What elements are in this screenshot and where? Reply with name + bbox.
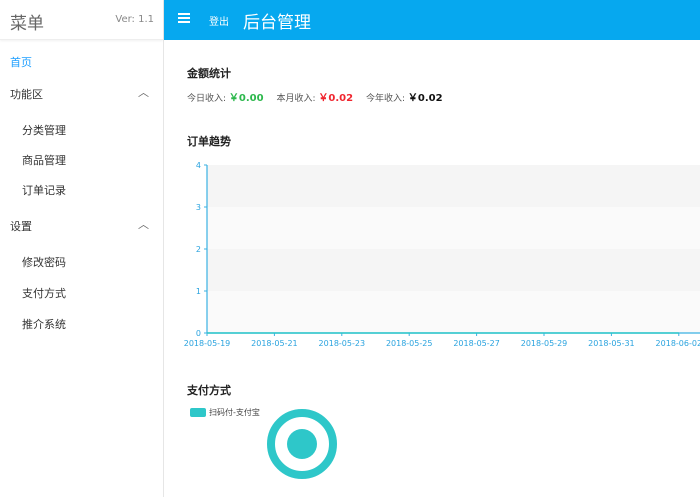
payment-method-title: 支付方式 (187, 384, 231, 397)
sidebar-title: 菜单 (10, 14, 44, 34)
chevron-up-icon[interactable]: ︿ (138, 218, 149, 231)
y-tick-label: 3 (196, 203, 201, 212)
stats-title: 金额统计 (187, 67, 231, 80)
sidebar: 菜单 Ver: 1.1 首页 功能区 ︿ 分类管理 商品管理 订单记录 设置 ︿… (0, 0, 164, 497)
grid-band (207, 165, 700, 207)
x-tick-label: 2018-05-23 (319, 339, 366, 348)
top-header: 登出 后台管理 (164, 0, 700, 40)
legend-label[interactable]: 扫码付-支付宝 (209, 408, 260, 417)
sidebar-header: 菜单 Ver: 1.1 (0, 0, 163, 40)
grid-band (207, 249, 700, 291)
x-tick-label: 2018-05-25 (386, 339, 433, 348)
month-label: 本月收入: (276, 94, 316, 104)
year-value: ￥0.02 (407, 93, 443, 104)
sidebar-group-functions[interactable]: 功能区 (10, 88, 43, 101)
sidebar-item-orders[interactable]: 订单记录 (22, 184, 66, 197)
sidebar-item-home[interactable]: 首页 (10, 56, 32, 69)
today-label: 今日收入: (187, 94, 227, 104)
pie-inner-slice (287, 429, 317, 459)
x-tick-label: 2018-05-29 (521, 339, 568, 348)
sidebar-item-payment[interactable]: 支付方式 (22, 287, 66, 300)
y-tick-label: 0 (196, 329, 201, 338)
income-stats: 今日收入: ￥0.00 本月收入: ￥0.02 今年收入: ￥0.02 (187, 89, 453, 104)
hamburger-icon[interactable] (178, 13, 190, 23)
sidebar-item-categories[interactable]: 分类管理 (22, 124, 66, 137)
order-trend-title: 订单趋势 (187, 135, 231, 148)
grid-band (207, 291, 700, 333)
sidebar-item-referral[interactable]: 推介系统 (22, 318, 66, 331)
month-value: ￥0.02 (318, 93, 354, 104)
grid-band (207, 207, 700, 249)
chevron-up-icon[interactable]: ︿ (138, 86, 149, 99)
x-tick-label: 2018-05-27 (453, 339, 500, 348)
x-tick-label: 2018-05-31 (588, 339, 635, 348)
y-tick-label: 2 (196, 245, 201, 254)
sidebar-group-settings[interactable]: 设置 (10, 220, 32, 233)
x-tick-label: 2018-06-02 (656, 339, 700, 348)
sidebar-item-products[interactable]: 商品管理 (22, 154, 66, 167)
page-title: 后台管理 (243, 13, 311, 33)
version-label: Ver: 1.1 (115, 14, 154, 25)
y-tick-label: 1 (196, 287, 201, 296)
x-tick-label: 2018-05-21 (251, 339, 298, 348)
pie-outer-ring (267, 409, 337, 479)
logout-button[interactable]: 登出 (209, 17, 229, 28)
year-label: 今年收入: (365, 94, 406, 104)
today-value: ￥0.00 (228, 93, 264, 104)
sidebar-item-password[interactable]: 修改密码 (22, 256, 66, 269)
x-tick-label: 2018-05-19 (184, 339, 231, 348)
y-tick-label: 4 (196, 161, 201, 170)
legend-swatch[interactable] (190, 408, 206, 417)
